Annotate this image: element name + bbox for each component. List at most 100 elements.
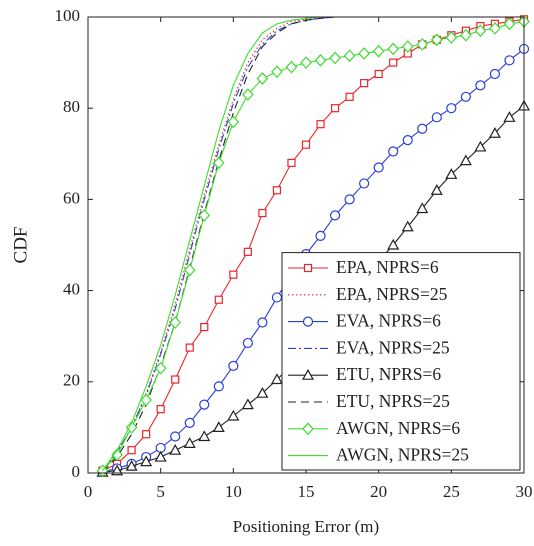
marker [271,292,283,303]
marker [301,368,315,380]
marker [489,68,501,80]
marker [401,220,414,232]
marker [227,115,240,129]
marker [300,56,312,69]
marker [127,446,136,455]
marker [185,343,194,352]
marker [402,135,413,146]
marker [430,184,443,195]
x-tick-label: 5 [156,482,165,501]
marker [156,405,165,414]
marker [489,22,501,35]
y-axis-title: CDF [10,227,31,264]
marker [271,65,283,79]
marker [169,316,182,329]
marker [154,361,167,375]
marker [200,322,209,332]
x-tick-label: 15 [298,482,315,501]
marker [198,208,211,222]
marker [242,337,253,349]
marker [140,455,153,467]
marker [503,111,516,122]
marker [183,437,196,448]
marker [212,421,225,432]
legend-label: EVA, NPRS=25 [336,337,450,357]
x-axis-title: Positioning Error (m) [233,517,379,536]
marker [459,154,472,166]
marker [460,28,472,42]
marker [285,60,298,74]
x-tick-label: 25 [443,482,460,501]
marker [389,58,398,67]
marker [125,421,138,434]
marker [198,430,211,442]
marker [345,92,354,101]
marker [431,112,442,123]
marker [372,44,385,58]
marker [212,156,225,170]
marker [401,40,414,54]
y-tick-label: 80 [63,97,80,116]
marker [257,317,268,328]
marker [242,88,254,101]
marker [169,443,182,455]
marker [287,158,296,168]
marker [358,47,370,60]
y-tick-label: 20 [63,371,80,390]
marker [416,202,429,214]
marker [142,430,151,439]
marker [373,162,384,173]
marker [227,409,240,421]
marker [329,210,341,221]
marker [388,146,399,157]
marker [270,373,283,385]
marker [488,127,501,138]
marker [199,399,210,410]
y-tick-label: 100 [55,6,81,25]
marker [360,79,369,88]
marker [374,69,383,79]
marker [228,360,239,371]
marker [343,49,356,63]
y-tick-label: 40 [63,280,80,299]
marker [229,270,238,279]
plot-frame [87,16,525,474]
marker [258,208,267,218]
marker [474,24,487,38]
x-tick-label: 10 [225,482,242,501]
marker [416,37,429,51]
y-tick-label: 60 [63,188,80,207]
marker [154,450,167,462]
marker [183,263,196,277]
y-tick-label: 0 [72,462,81,481]
marker [445,168,458,179]
marker [302,316,314,327]
marker [503,17,516,31]
legend-label: EPA, NPRS=6 [336,257,439,277]
marker [387,42,400,56]
marker [302,422,314,436]
marker [329,51,341,65]
legend-box [281,252,521,471]
marker [475,80,486,91]
marker [171,375,180,384]
legend-label: ETU, NPRS=6 [336,364,441,384]
marker [314,53,327,67]
marker [359,178,370,189]
marker [140,393,152,407]
marker [445,31,458,44]
legend-label: EPA, NPRS=25 [336,284,448,304]
marker [460,91,471,102]
marker [241,398,254,410]
marker [214,295,223,304]
marker [387,238,400,250]
marker [111,464,124,476]
marker [256,386,269,398]
marker [417,123,428,134]
marker [316,120,325,129]
marker [256,72,269,85]
marker [213,381,224,392]
marker [330,104,340,113]
marker [430,33,443,47]
marker [184,417,195,428]
